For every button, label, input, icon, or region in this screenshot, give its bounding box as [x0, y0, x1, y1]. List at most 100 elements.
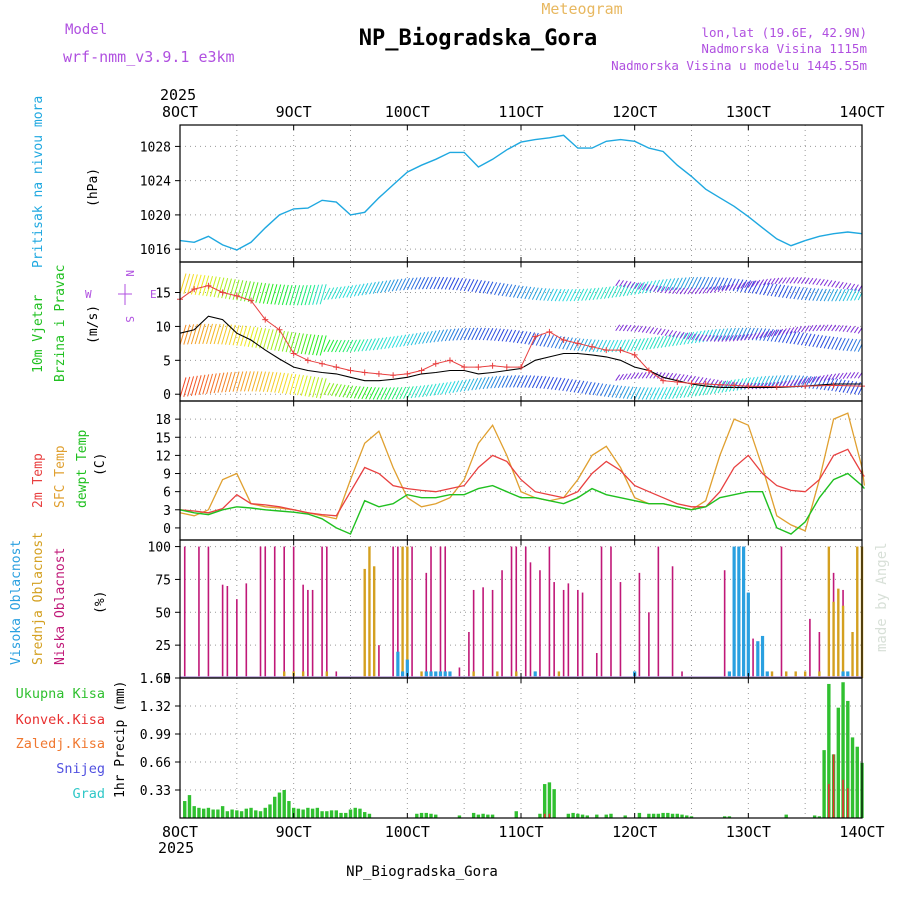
wind-barb [797, 277, 803, 284]
total-precip-bar [566, 813, 571, 818]
wind-barb [634, 372, 640, 379]
wind-barb [524, 375, 532, 388]
wind-barb [338, 339, 346, 353]
wind-barb [516, 285, 524, 299]
wind-barb [694, 333, 700, 341]
low-cloud-bar [245, 583, 248, 678]
wind-barb [368, 387, 376, 400]
wind-barb [842, 288, 850, 302]
wind-barb [399, 278, 407, 291]
wind-barb [562, 336, 570, 350]
low-cloud-bar [335, 671, 338, 678]
wind-barb [763, 282, 770, 296]
wind-barb [410, 385, 418, 399]
wind-barb [691, 331, 698, 344]
wind-barb [251, 327, 259, 348]
lonlat-label: lon,lat (19.6E, 42.9N) [701, 25, 867, 40]
total-precip-bar [230, 809, 234, 818]
wind-barb [687, 333, 693, 340]
conv-precip-bar [828, 784, 830, 818]
high-cloud-bar [448, 671, 452, 678]
wind-barb [584, 288, 592, 301]
wind-gust-marker [461, 364, 468, 371]
wind-barb [812, 324, 818, 332]
date-labels-bottom: 8OCT 9OCT 10OCT 11OCT 12OCT 13OCT 14OCT [162, 823, 885, 841]
wind-barb [296, 374, 304, 396]
wind-barb [721, 277, 729, 291]
wind-barb [206, 373, 214, 395]
wind-barb [842, 380, 850, 393]
wind-barb [835, 373, 840, 380]
wind-tick-label: 0 [163, 388, 171, 403]
wind-barb [819, 324, 825, 332]
wind-barb [501, 329, 509, 342]
wind-barb [342, 285, 350, 299]
low-cloud-bar [472, 589, 475, 678]
date-label-top: 9OCT [276, 103, 312, 121]
total-precip-bar [623, 815, 627, 818]
wind-gust-marker [546, 328, 553, 335]
high-cloud-bar [443, 671, 447, 678]
wind-barb [622, 339, 630, 352]
wind-barb [785, 330, 793, 344]
wind-barb [732, 334, 738, 342]
total-precip-bar [415, 813, 419, 818]
wind-gust-marker [489, 362, 496, 369]
wind-barb [414, 332, 422, 345]
wind-barb [577, 338, 585, 352]
wind-barb [190, 375, 198, 396]
low-cloud-bar [411, 546, 413, 678]
mid-cloud-bar [325, 671, 329, 678]
wind-barb [429, 383, 437, 397]
total-precip-bar [680, 814, 684, 818]
wind-barb [296, 285, 304, 306]
wind-barb [550, 377, 558, 390]
wind-barb [782, 380, 787, 388]
wind-barb [266, 283, 274, 305]
wind-barb [706, 276, 714, 290]
wind-barb [327, 383, 335, 396]
wind-barb [224, 278, 232, 299]
wind-barb [368, 338, 376, 351]
total-precip-bar [268, 804, 272, 818]
wind-barb [274, 330, 282, 351]
wind-barb [785, 277, 791, 284]
low-cloud-bar [221, 584, 224, 678]
wind-barb [463, 378, 471, 392]
wind-barb [797, 378, 803, 386]
wind-barb [569, 379, 577, 393]
year-top: 2025 [160, 86, 196, 104]
low-cloud-bar [648, 612, 650, 678]
low-cloud-bar [397, 546, 399, 678]
wind-barb [706, 286, 712, 294]
precip-tick-label: 0.66 [140, 756, 171, 771]
mid-cloud-bar [770, 671, 774, 678]
wind-barb [437, 382, 445, 396]
wind-barbs [180, 273, 862, 400]
wind-barb [592, 339, 600, 353]
wind-tick-label: 5 [163, 354, 171, 369]
wind-barb [706, 334, 712, 342]
low-cloud-bar [671, 566, 674, 678]
wind-barb [747, 280, 755, 294]
low-cloud-bar [482, 587, 484, 678]
wind-gust-marker [404, 370, 411, 377]
wind-barb [721, 328, 729, 341]
wind-gust-marker [262, 316, 269, 323]
wind-gust-marker [688, 380, 695, 387]
wind-gust-marker [446, 357, 453, 364]
wind-barb [664, 278, 672, 291]
temp-tick-label: 9 [163, 468, 171, 483]
wind-barb [736, 282, 742, 290]
total-precip-bar [580, 814, 585, 818]
high-cloud-bar [438, 671, 443, 678]
wind-barb [539, 333, 547, 347]
wind-barb [800, 287, 808, 301]
wind-barb [713, 277, 721, 290]
wind-barb [573, 288, 581, 302]
wind-barb [600, 383, 608, 397]
total-precip-bar [571, 812, 575, 818]
wind-barb [406, 277, 414, 291]
wind-barb [531, 375, 539, 389]
wind-barb [463, 278, 471, 292]
